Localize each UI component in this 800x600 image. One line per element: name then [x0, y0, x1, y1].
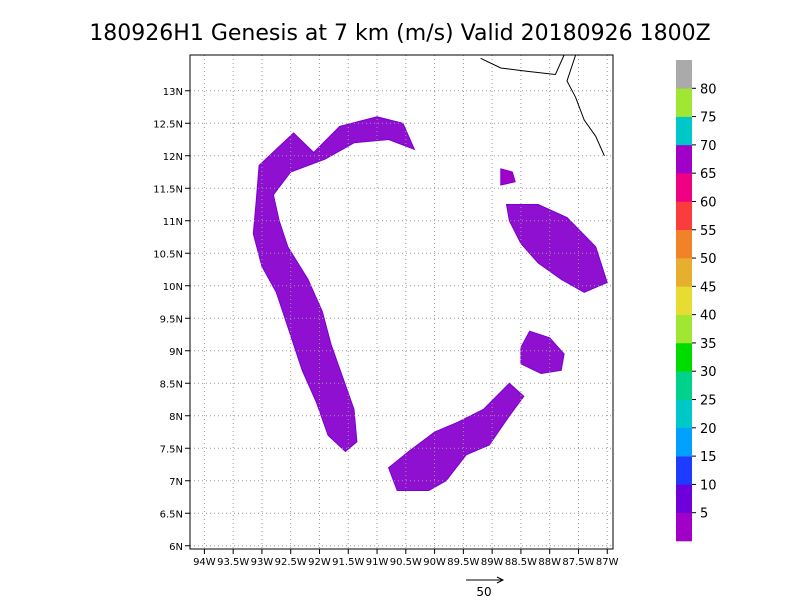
wind-region-3: [520, 330, 565, 375]
colorbar-label-10: 55: [700, 224, 717, 239]
colorbar-label-4: 25: [700, 394, 717, 409]
colorbar-label-15: 80: [700, 82, 717, 97]
colorbar-label-2: 15: [700, 450, 717, 465]
colorbar-label-14: 75: [700, 111, 717, 126]
x-tick-label-4: 92W: [308, 557, 331, 568]
colorbar-label-5: 30: [700, 365, 717, 380]
colorbar-swatch-15: [676, 88, 692, 117]
y-tick-label-0: 6N: [169, 542, 183, 553]
x-tick-label-10: 89W: [481, 557, 504, 568]
colorbar-label-8: 45: [700, 280, 717, 295]
colorbar-swatch-2: [676, 456, 692, 485]
y-tick-label-7: 9.5N: [160, 314, 183, 325]
colorbar-swatch-8: [676, 286, 692, 315]
wind-region-2: [505, 204, 608, 293]
y-tick-label-10: 11N: [163, 217, 183, 228]
colorbar-label-6: 35: [700, 337, 717, 352]
colorbar-label-1: 10: [700, 478, 717, 493]
x-tick-label-1: 93.5W: [217, 557, 249, 568]
colorbar-label-12: 65: [700, 167, 717, 182]
chart-title: 180926H1 Genesis at 7 km (m/s) Valid 201…: [89, 21, 710, 46]
coastline-segment-0: [480, 54, 565, 76]
colorbar-swatch-7: [676, 314, 692, 344]
colorbar: 5 10 15 20 25 30 35 40 45 50 55 60 65 70 75 80: [676, 60, 717, 542]
coastline: [480, 54, 605, 157]
x-tick-label-14: 87W: [596, 557, 619, 568]
x-tick-label-13: 87.5W: [562, 557, 594, 568]
x-tick-label-5: 91.5W: [332, 557, 364, 568]
colorbar-swatch-13: [676, 144, 692, 174]
colorbar-label-0: 5: [700, 507, 708, 522]
y-tick-label-11: 11.5N: [153, 184, 183, 195]
wind-region-1: [388, 382, 525, 491]
wind-region-0: [252, 116, 416, 453]
grid-lines: [190, 55, 613, 549]
x-tick-label-3: 92.5W: [275, 557, 307, 568]
y-tick-label-1: 6.5N: [160, 509, 183, 520]
colorbar-swatch-9: [676, 258, 692, 287]
colorbar-label-9: 50: [700, 252, 717, 267]
y-tick-label-8: 10N: [163, 282, 183, 293]
x-tick-label-12: 88W: [538, 557, 561, 568]
colorbar-swatch-6: [676, 342, 692, 372]
x-tick-label-9: 89.5W: [447, 557, 479, 568]
colorbar-swatch-14: [676, 116, 692, 146]
colorbar-swatch-10: [676, 229, 692, 259]
x-tick-label-2: 93W: [251, 557, 274, 568]
x-tick-label-8: 90W: [423, 557, 446, 568]
colorbar-swatch-12: [676, 173, 692, 202]
x-tick-label-0: 94W: [193, 557, 216, 568]
y-tick-label-3: 7.5N: [160, 444, 183, 455]
colorbar-swatch-1: [676, 484, 692, 513]
y-tick-label-14: 13N: [163, 87, 183, 98]
colorbar-label-11: 60: [700, 195, 717, 210]
coastline-segment-1: [566, 54, 605, 157]
x-tick-label-7: 90.5W: [390, 557, 422, 568]
y-tick-label-9: 10.5N: [153, 249, 183, 260]
colorbar-swatch-16: [676, 60, 692, 89]
x-tick-label-11: 88.5W: [505, 557, 537, 568]
colorbar-label-3: 20: [700, 422, 717, 437]
y-tick-label-13: 12.5N: [153, 119, 183, 130]
wind-regions: [252, 116, 608, 491]
colorbar-swatch-4: [676, 399, 692, 429]
x-tick-label-6: 91W: [366, 557, 389, 568]
colorbar-swatch-5: [676, 371, 692, 400]
x-axis-ticks: 94W 93.5W 93W 92.5W 92W 91.5W 91W 90.5W 90W 89.5W…: [193, 549, 619, 568]
y-axis-ticks: 6N 6.5N 7N 7.5N 8N 8.5N 9N 9.5N 10N 10.5N 11N 11.5N…: [153, 87, 190, 553]
y-tick-label-5: 8.5N: [160, 379, 183, 390]
reference-vector: 50: [466, 576, 505, 599]
wind-region-4: [500, 168, 516, 186]
reference-vector-label: 50: [476, 585, 491, 599]
colorbar-swatch-11: [676, 201, 692, 231]
y-tick-label-2: 7N: [169, 477, 183, 488]
y-tick-label-6: 9N: [169, 347, 183, 358]
colorbar-label-7: 40: [700, 309, 717, 324]
colorbar-swatch-3: [676, 427, 692, 457]
y-tick-label-4: 8N: [169, 412, 183, 423]
y-tick-label-12: 12N: [163, 152, 183, 163]
colorbar-label-13: 70: [700, 139, 717, 154]
plot-frame: [189, 54, 614, 550]
colorbar-swatch-0: [676, 512, 692, 542]
reference-arrowhead: [496, 576, 505, 584]
